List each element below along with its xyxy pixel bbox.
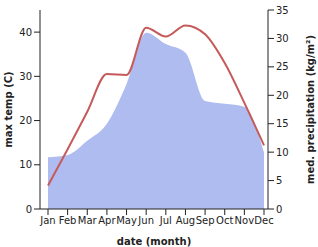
- svg-text:Dec: Dec: [254, 215, 273, 226]
- svg-text:May: May: [116, 215, 137, 226]
- svg-text:20: 20: [276, 90, 289, 101]
- svg-text:Jan: Jan: [39, 215, 55, 226]
- svg-text:20: 20: [19, 115, 32, 126]
- svg-text:Aug: Aug: [176, 215, 196, 226]
- svg-text:40: 40: [19, 27, 32, 38]
- svg-text:30: 30: [276, 33, 289, 44]
- svg-text:max temp (C): max temp (C): [8, 71, 14, 147]
- svg-text:Nov: Nov: [235, 215, 255, 226]
- svg-text:30: 30: [19, 71, 32, 82]
- svg-text:25: 25: [276, 61, 289, 72]
- svg-text:35: 35: [276, 5, 289, 16]
- svg-text:Jul: Jul: [159, 215, 172, 226]
- svg-text:0: 0: [26, 204, 32, 215]
- svg-text:0: 0: [276, 204, 282, 215]
- svg-text:15: 15: [276, 118, 289, 129]
- svg-text:10: 10: [276, 147, 289, 158]
- svg-text:date (month): date (month): [117, 236, 191, 247]
- svg-text:Sep: Sep: [196, 215, 215, 226]
- svg-text:Apr: Apr: [98, 215, 116, 226]
- svg-text:10: 10: [19, 159, 32, 170]
- svg-text:Feb: Feb: [59, 215, 77, 226]
- svg-text:Jun: Jun: [137, 215, 154, 226]
- svg-text:med. precipitation (kg/m²): med. precipitation (kg/m²): [305, 35, 310, 184]
- svg-text:Mar: Mar: [78, 215, 98, 226]
- svg-text:5: 5: [276, 175, 282, 186]
- svg-text:Oct: Oct: [216, 215, 233, 226]
